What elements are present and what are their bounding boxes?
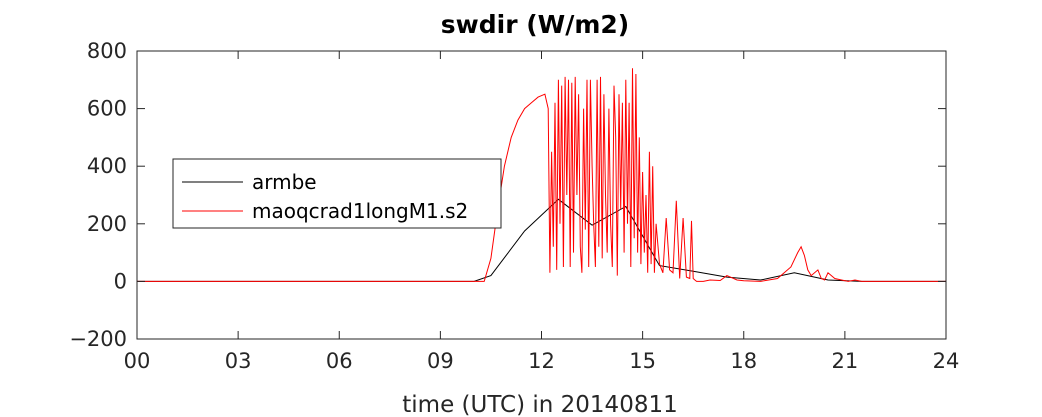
y-tick-label: −200: [69, 327, 127, 351]
legend-label-armbe: armbe: [252, 170, 317, 194]
x-tick-label: 15: [629, 349, 656, 373]
x-tick-label: 09: [427, 349, 454, 373]
legend: armbe maoqcrad1longM1.s2: [172, 158, 502, 229]
ticks-layer: 00 03 06 09 12 15 18 21 24 −200 0 200 400 600 800: [69, 39, 959, 373]
series-layer: [137, 68, 946, 282]
x-tick-label: 03: [225, 349, 252, 373]
x-tick-label: 21: [832, 349, 859, 373]
series-line-maoqcrad1longM1: [137, 68, 946, 282]
y-tick-label: 800: [87, 39, 127, 63]
y-tick-label: 400: [87, 154, 127, 178]
x-tick-label: 12: [528, 349, 555, 373]
chart-title: swdir (W/m2): [441, 10, 629, 39]
x-tick-label: 18: [730, 349, 757, 373]
x-tick-label: 00: [124, 349, 151, 373]
y-tick-label: 200: [87, 212, 127, 236]
x-tick-label: 06: [326, 349, 353, 373]
x-axis-label: time (UTC) in 20140811: [402, 392, 677, 417]
y-tick-label: 0: [114, 269, 127, 293]
y-tick-label: 600: [87, 97, 127, 121]
legend-label-maoqcrad1longM1: maoqcrad1longM1.s2: [252, 199, 468, 223]
x-tick-label: 24: [933, 349, 960, 373]
legend-box: [172, 158, 502, 229]
